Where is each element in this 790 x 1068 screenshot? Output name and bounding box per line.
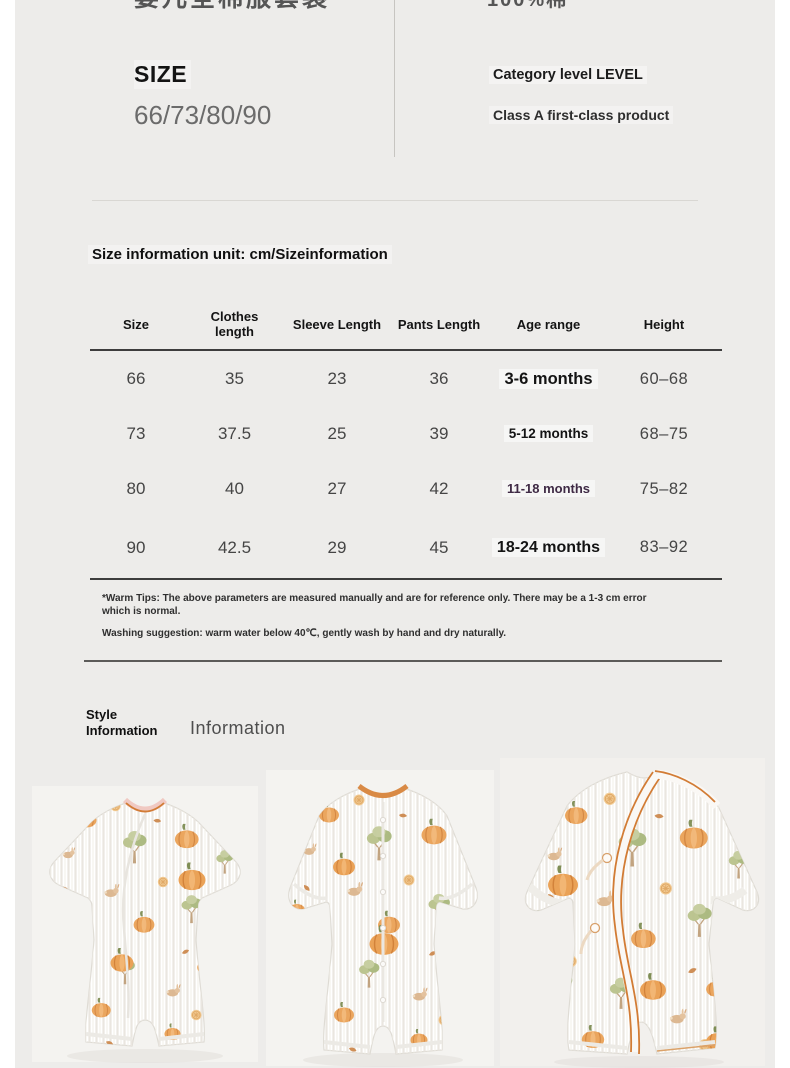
section-divider-dark (84, 660, 722, 662)
clipped-material-text: 100%棉 (487, 0, 569, 11)
header-clothes-length: Clothes length (210, 308, 259, 339)
cell-age-range: 18-24 months (491, 537, 606, 557)
washing-suggestion-text: Washing suggestion: warm water below 40℃… (102, 628, 507, 640)
header-height: Height (643, 317, 685, 332)
cell-height: 83–92 (639, 538, 689, 556)
clipped-chinese-title: 婴儿全棉服套装 (134, 0, 330, 14)
cell-sleeve-length: 23 (327, 369, 347, 388)
table-row: 90 42.5 29 45 18-24 months 83–92 (90, 517, 722, 580)
category-level-value: Class A first-class product (489, 106, 674, 124)
header-pants-length: Pants Length (397, 317, 481, 332)
side-tie-knots (579, 852, 613, 955)
cell-sleeve-length: 29 (327, 537, 347, 557)
size-values: 66/73/80/90 (134, 100, 272, 130)
vertical-divider (394, 0, 395, 157)
category-level-label: Category level LEVEL (489, 66, 647, 84)
style-photos (32, 758, 765, 1068)
cell-size: 66 (126, 369, 146, 388)
warm-tips-text: *Warm Tips: The above parameters are mea… (102, 593, 647, 618)
cell-size: 90 (126, 537, 146, 557)
table-row: 66 35 23 36 3-6 months 60–68 (90, 351, 722, 407)
tips-block: *Warm Tips: The above parameters are mea… (102, 592, 668, 641)
cell-sleeve-length: 25 (327, 424, 347, 443)
header-sleeve-length: Sleeve Length (292, 317, 382, 332)
cell-pants-length: 45 (429, 537, 449, 557)
cell-clothes-length: 40 (225, 479, 244, 498)
cell-pants-length: 42 (429, 479, 449, 498)
size-table-title: Size information unit: cm/Sizeinformatio… (88, 245, 392, 264)
cell-clothes-length: 37.5 (217, 424, 252, 443)
cell-height: 68–75 (639, 424, 689, 443)
cell-clothes-length: 42.5 (217, 537, 252, 557)
cell-sleeve-length: 27 (327, 479, 347, 498)
cell-height: 75–82 (639, 479, 689, 498)
size-table: Size Clothes length Sleeve Length Pants … (90, 300, 722, 580)
table-row: 80 40 27 42 11-18 months 75–82 (90, 461, 722, 517)
size-heading: SIZE (134, 60, 192, 89)
table-header-row: Size Clothes length Sleeve Length Pants … (90, 300, 722, 351)
cell-age-range: 3-6 months (491, 368, 606, 389)
cell-pants-length: 36 (429, 369, 449, 388)
cell-size: 80 (126, 479, 146, 498)
cell-age-range: 11-18 months (491, 480, 606, 498)
header-age-range: Age range (516, 317, 581, 332)
table-row: 73 37.5 25 39 5-12 months 68–75 (90, 407, 722, 461)
style-information-subheading: Information (190, 718, 286, 738)
cell-size: 73 (126, 424, 146, 443)
section-divider (92, 200, 698, 201)
cell-height: 60–68 (639, 369, 689, 388)
style-information-heading: Style Information (86, 707, 158, 739)
cell-pants-length: 39 (429, 424, 449, 443)
header-size: Size (122, 317, 149, 332)
cell-age-range: 5-12 months (491, 425, 606, 443)
cell-clothes-length: 35 (225, 369, 244, 388)
